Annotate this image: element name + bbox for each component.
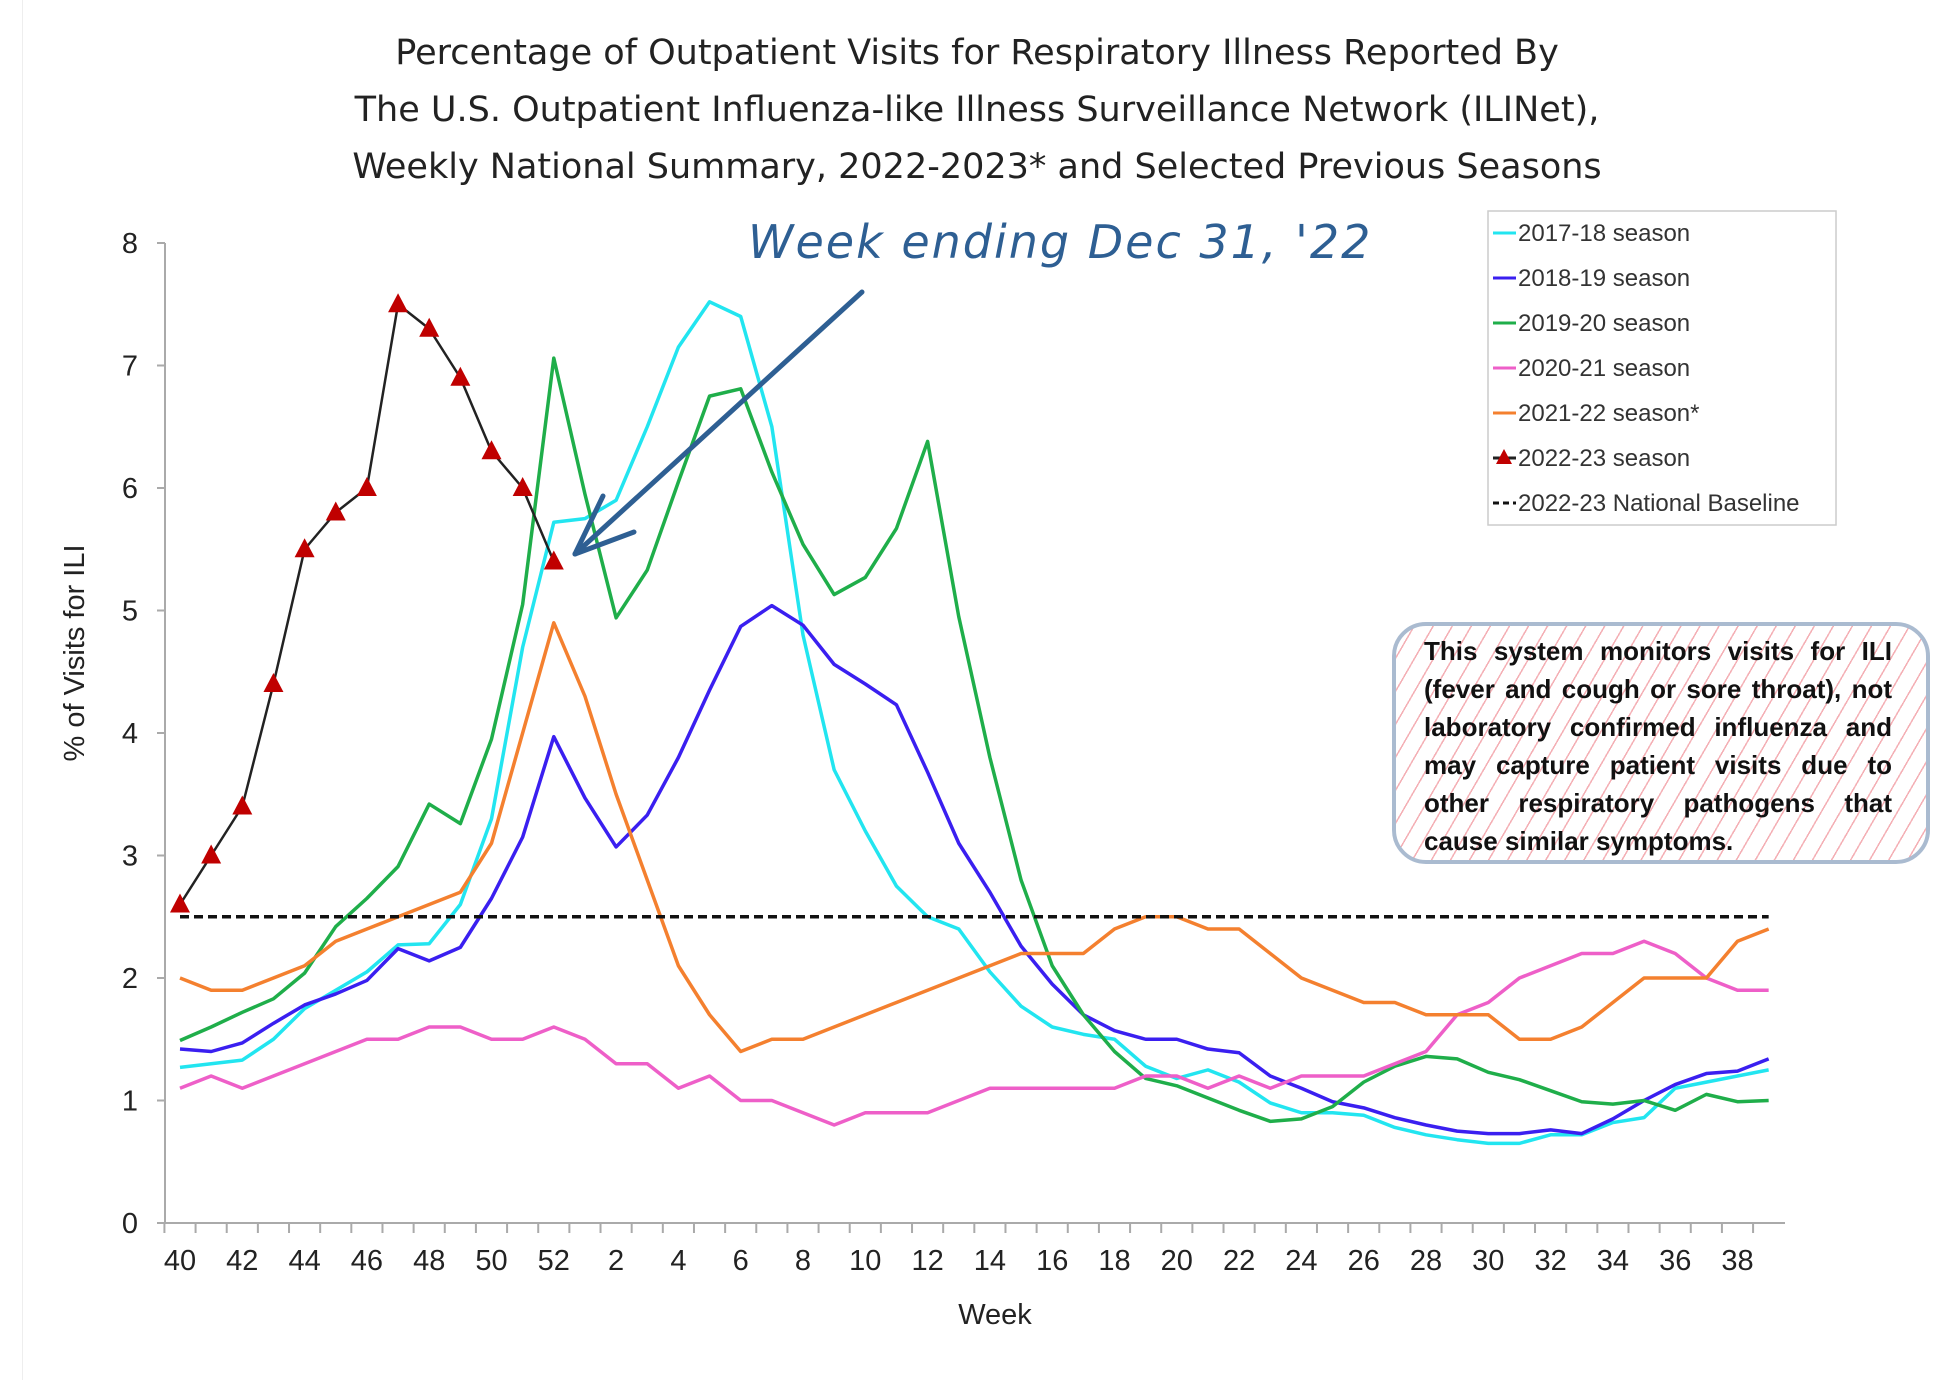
- x-tick-label: 22: [1223, 1245, 1255, 1277]
- title-line-3: Weekly National Summary, 2022-2023* and …: [352, 147, 1601, 187]
- y-tick-label: 8: [122, 228, 138, 260]
- legend-entry: 2022-23 National Baseline: [1518, 490, 1800, 517]
- data-point-triangle: [543, 550, 564, 570]
- data-point-triangle: [356, 477, 377, 496]
- legend-marker-triangle: [1496, 449, 1512, 464]
- x-tick-label: 32: [1534, 1245, 1566, 1277]
- series-2020-21-season-line: [179, 939, 1769, 1127]
- y-tick-label: 6: [122, 473, 138, 505]
- x-tick-label: 14: [974, 1245, 1006, 1277]
- y-axis-label: % of Visits for ILI: [59, 544, 91, 761]
- x-tick-label: 52: [538, 1245, 570, 1277]
- x-tick-label: 16: [1036, 1245, 1068, 1277]
- x-tick-label: 20: [1161, 1245, 1193, 1277]
- data-point-triangle: [170, 893, 190, 913]
- title-line-2: The U.S. Outpatient Influenza-like Illne…: [354, 90, 1600, 130]
- y-tick-label: 4: [122, 718, 138, 750]
- series-2017-18-season-line: [179, 300, 1769, 1146]
- y-tick-label: 0: [122, 1208, 138, 1240]
- x-tick-label: 2: [608, 1245, 624, 1277]
- x-tick-label: 40: [164, 1245, 196, 1277]
- data-point-triangle: [450, 366, 471, 386]
- data-point-triangle: [201, 844, 222, 864]
- x-tick-label: 38: [1721, 1245, 1753, 1277]
- legend-entry: 2019-20 season: [1518, 310, 1690, 337]
- legend-entry: 2022-23 season: [1518, 445, 1690, 472]
- data-point-triangle: [388, 293, 409, 313]
- chart-title: Percentage of Outpatient Visits for Resp…: [352, 33, 1601, 187]
- data-point-triangle: [481, 440, 502, 460]
- x-tick-label: 8: [795, 1245, 811, 1277]
- x-tick-label: 12: [911, 1245, 943, 1277]
- x-tick-label: 10: [849, 1245, 881, 1277]
- x-tick-label: 28: [1410, 1245, 1442, 1277]
- series-2021-22-season--line: [179, 621, 1770, 1054]
- x-tick-label: 34: [1597, 1245, 1629, 1277]
- y-tick-label: 5: [122, 596, 138, 628]
- x-tick-label: 46: [351, 1245, 383, 1277]
- y-tick-label: 3: [122, 841, 138, 873]
- data-point-triangle: [232, 795, 253, 815]
- legend-entry: 2021-22 season*: [1518, 400, 1699, 427]
- legend: 2017-18 season 2018-19 season 2019-20 seas…: [1487, 210, 1837, 526]
- x-tick-label: 18: [1098, 1245, 1130, 1277]
- legend-entry: 2020-21 season: [1518, 355, 1690, 382]
- x-tick-label: 30: [1472, 1245, 1504, 1277]
- x-tick-label: 48: [413, 1245, 445, 1277]
- y-tick-label: 7: [122, 351, 138, 383]
- data-point-triangle: [294, 538, 315, 558]
- x-axis-label: Week: [958, 1299, 1032, 1331]
- x-tick-label: 44: [288, 1245, 320, 1277]
- disclaimer-note: This system monitors visits for ILI (fev…: [1392, 622, 1930, 864]
- x-tick-label: 36: [1659, 1245, 1691, 1277]
- x-tick-label: 24: [1285, 1245, 1317, 1277]
- data-point-triangle: [419, 317, 440, 337]
- series-2018-19-season-line: [179, 603, 1770, 1136]
- page-edge: [22, 0, 23, 1380]
- x-tick-label: 4: [670, 1245, 686, 1277]
- x-tick-label: 6: [733, 1245, 749, 1277]
- data-point-triangle: [512, 477, 533, 496]
- callout-arrow: [572, 289, 865, 557]
- callout-text: Week ending Dec 31, '22: [748, 215, 1372, 269]
- x-tick-label: 50: [475, 1245, 507, 1277]
- title-line-1: Percentage of Outpatient Visits for Resp…: [395, 33, 1559, 73]
- x-tick-label: 42: [226, 1245, 258, 1277]
- y-tick-label: 2: [122, 963, 138, 995]
- data-point-triangle: [325, 501, 346, 521]
- legend-box: [1487, 210, 1837, 526]
- series-2019-20-season-line: [179, 356, 1769, 1124]
- y-tick-label: 1: [122, 1086, 138, 1118]
- legend-entry: 2017-18 season: [1518, 220, 1690, 247]
- legend-entry: 2018-19 season: [1518, 265, 1690, 292]
- data-point-triangle: [263, 673, 284, 692]
- x-tick-label: 26: [1348, 1245, 1380, 1277]
